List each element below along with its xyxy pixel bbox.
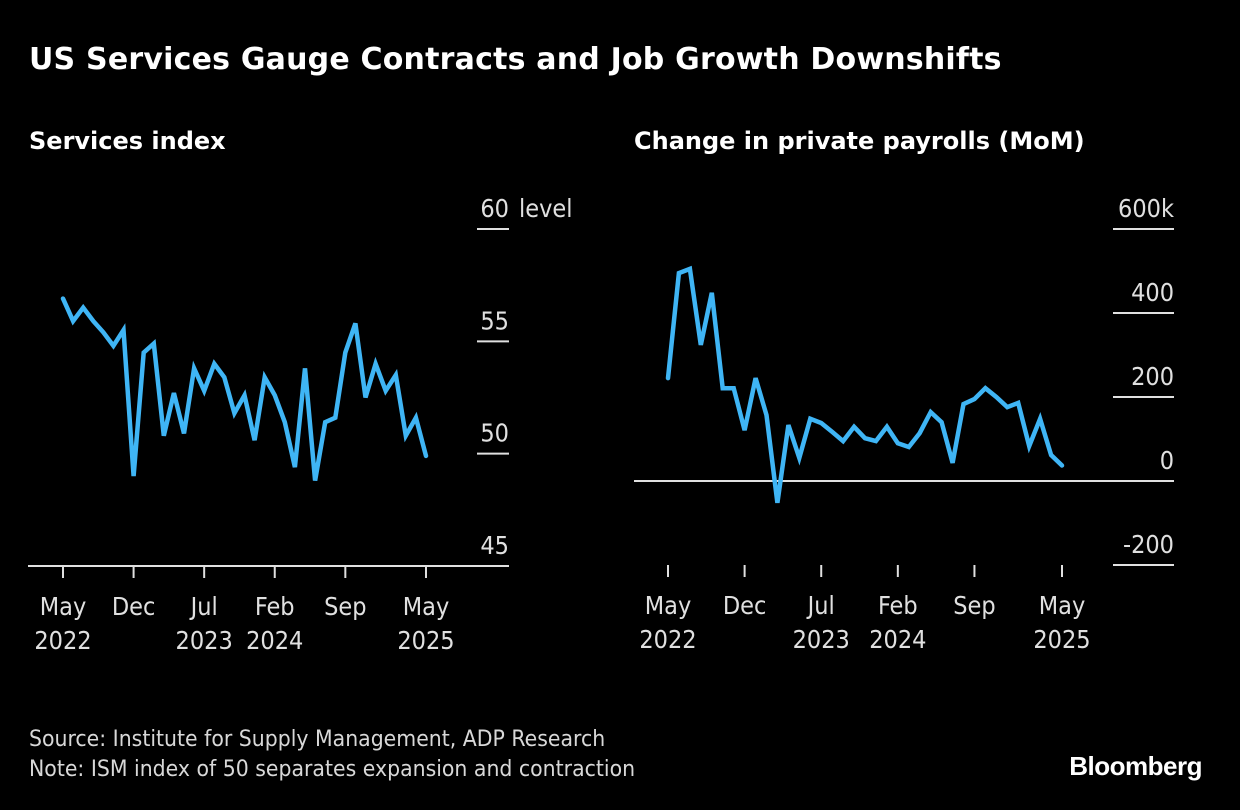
x-tick-label-month: Sep: [953, 591, 995, 620]
x-tick-label-month: Feb: [878, 591, 918, 620]
x-tick-label-year: 2022: [639, 625, 696, 654]
x-tick-label-month: May: [40, 592, 87, 621]
x-tick-label-year: 2022: [34, 626, 91, 655]
series-line: [665, 265, 1065, 504]
x-tick-label-month: May: [1039, 591, 1086, 620]
footnote: Note: ISM index of 50 separates expansio…: [29, 757, 636, 782]
x-tick-label-month: Jul: [189, 592, 218, 621]
x-tick-label-month: Jul: [806, 591, 835, 620]
source-note: Source: Institute for Supply Management,…: [29, 727, 606, 752]
x-tick-label-month: Dec: [723, 591, 767, 620]
y-tick-label: -200: [1123, 530, 1174, 559]
x-tick-label-year: 2025: [397, 626, 454, 655]
y-tick-label: 200: [1131, 362, 1174, 391]
x-tick-label-year: 2025: [1033, 625, 1090, 654]
y-tick-label: 400: [1131, 278, 1174, 307]
y-tick-label: 600k: [1118, 194, 1174, 223]
right-panel-title: Change in private payrolls (MoM): [634, 127, 1085, 155]
x-tick-label-month: Dec: [112, 592, 156, 621]
bloomberg-logo: Bloomberg: [1069, 751, 1202, 781]
y-tick-label: 50: [480, 419, 509, 448]
x-tick-label-month: May: [403, 592, 450, 621]
x-tick-label-month: Feb: [255, 592, 295, 621]
x-tick-label-month: May: [645, 591, 692, 620]
y-tick-label: 55: [480, 306, 509, 335]
y-tick-label: 60: [480, 194, 509, 223]
chart-title: US Services Gauge Contracts and Job Grow…: [29, 42, 1002, 77]
x-tick-label-year: 2023: [176, 626, 233, 655]
x-tick-label-month: Sep: [324, 592, 366, 621]
x-tick-label-year: 2024: [246, 626, 303, 655]
x-tick-label-year: 2023: [793, 625, 850, 654]
left-panel-services-index: 60 55 50 45 level May 2022 Dec Jul 2023 Feb 2024 Sep…: [28, 194, 573, 655]
right-panel-private-payrolls: 600k 400 200 0 -200 May 2022 Dec Jul 2023 Feb 2024 S…: [634, 194, 1174, 654]
series-line: [60, 296, 429, 481]
y-unit-label: level: [519, 194, 573, 223]
y-tick-label: 45: [480, 531, 509, 560]
y-tick-label: 0: [1160, 446, 1174, 475]
x-tick-label-year: 2024: [869, 625, 926, 654]
left-panel-title: Services index: [29, 127, 226, 155]
